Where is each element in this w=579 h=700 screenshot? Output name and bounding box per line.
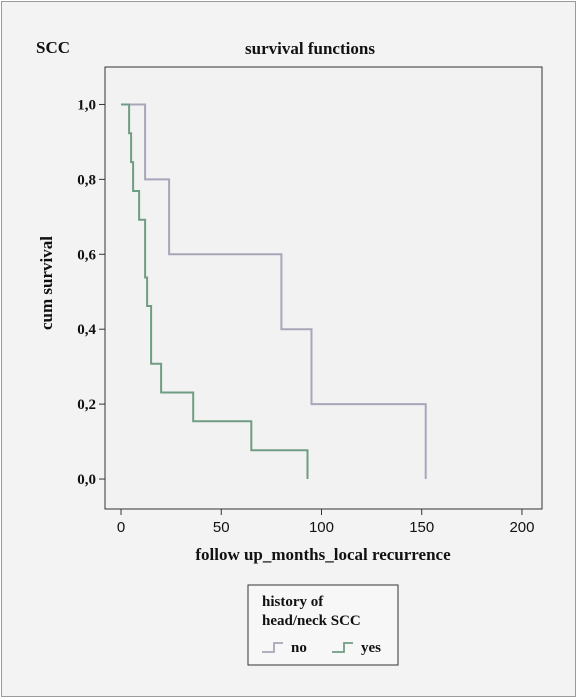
series-line-yes <box>121 103 309 479</box>
series-line-no <box>121 103 427 479</box>
y-tick-label: 0,6 <box>77 247 96 263</box>
y-axis-label: cum survival <box>37 236 56 330</box>
series-layer <box>121 103 427 479</box>
x-tick-label: 150 <box>409 519 434 536</box>
plot-area <box>104 66 543 510</box>
x-tick-label: 200 <box>509 519 534 536</box>
legend: history of head/neck SCC no yes <box>247 584 399 666</box>
y-tick-label: 0,4 <box>77 322 96 338</box>
y-tick-label: 0,2 <box>77 397 96 413</box>
legend-swatch-yes <box>332 642 353 653</box>
legend-swatch-no <box>262 642 283 653</box>
x-axis-label: follow up_months_local recurrence <box>195 545 451 564</box>
panel-label: SCC <box>36 38 70 57</box>
x-tick-label: 100 <box>309 519 334 536</box>
legend-entry-yes: yes <box>361 640 381 656</box>
legend-title-line2: head/neck SCC <box>262 613 361 629</box>
x-axis: 0 50 100 150 200 <box>117 509 534 536</box>
y-tick-label: 0,0 <box>77 472 96 488</box>
legend-entry-no: no <box>291 640 307 656</box>
y-tick-label: 1,0 <box>77 97 96 113</box>
x-tick-label: 50 <box>213 519 230 536</box>
legend-title-line1: history of <box>262 594 324 610</box>
chart-title: survival functions <box>245 39 375 58</box>
y-tick-label: 0,8 <box>77 172 96 188</box>
x-tick-label: 0 <box>117 519 125 536</box>
y-axis: 0,0 0,2 0,4 0,6 0,8 1,0 <box>77 97 105 488</box>
